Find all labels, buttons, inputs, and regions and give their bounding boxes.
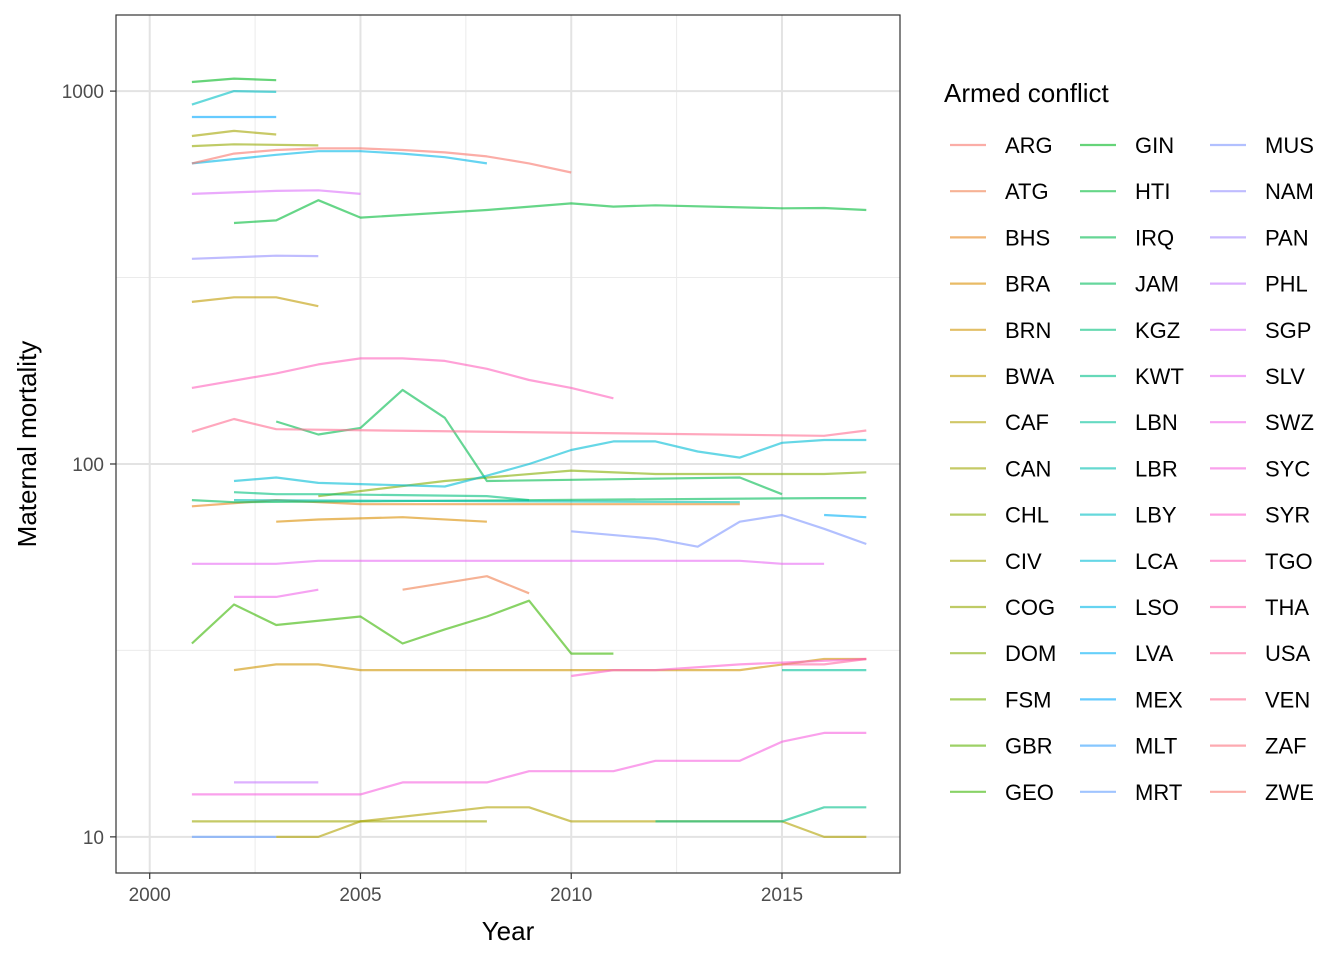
legend-label-bhs: BHS [1005, 225, 1050, 250]
y-tick-label: 1000 [62, 82, 104, 103]
legend-label-gin: GIN [1135, 133, 1174, 158]
series-line-lso [191, 150, 488, 165]
legend-label-atg: ATG [1005, 179, 1049, 204]
legend-label-can: CAN [1005, 456, 1051, 481]
legend-label-zaf: ZAF [1265, 734, 1307, 759]
legend-label-brn: BRN [1005, 318, 1051, 343]
series-line-hti [233, 199, 867, 225]
series-line-usa [782, 657, 867, 666]
legend-label-ven: VEN [1265, 687, 1310, 712]
legend-label-syc: SYC [1265, 456, 1310, 481]
legend-label-arg: ARG [1005, 133, 1053, 158]
legend-label-lso: LSO [1135, 595, 1179, 620]
y-axis: 10 100 1000 [62, 82, 116, 849]
series-line-syr [571, 657, 867, 678]
series-line-syc [191, 731, 867, 796]
y-tick-label: 10 [83, 828, 104, 849]
series-line-caf [276, 806, 867, 839]
legend-label-mus: MUS [1265, 133, 1314, 158]
series-line-mus [571, 513, 867, 548]
y-axis-title: Maternal mortality [12, 341, 42, 548]
legend-title: Armed conflict [944, 78, 1109, 108]
x-tick-label: 2010 [550, 885, 592, 906]
x-tick-label: 2005 [339, 885, 381, 906]
legend-label-bra: BRA [1005, 272, 1051, 297]
series-line-civ [191, 129, 277, 138]
legend-label-swz: SWZ [1265, 410, 1314, 435]
legend-label-chl: CHL [1005, 503, 1049, 528]
legend-label-sgp: SGP [1265, 318, 1311, 343]
legend-label-tha: THA [1265, 595, 1309, 620]
series-line-zwe [191, 147, 572, 174]
legend-label-syr: SYR [1265, 503, 1310, 528]
legend: Armed conflict ARG ATG BHS BRA BRN BWA CAF CAN C… [944, 78, 1314, 805]
series-line-kwt [655, 806, 867, 823]
legend-label-lva: LVA [1135, 641, 1174, 666]
series-line-lby [191, 89, 277, 106]
y-tick-label: 100 [72, 455, 104, 476]
legend-label-caf: CAF [1005, 410, 1049, 435]
series-line-irq [275, 388, 783, 496]
series-line-kgz [233, 491, 530, 502]
series-line-swz [234, 588, 319, 599]
legend-label-nam: NAM [1265, 179, 1314, 204]
legend-label-mlt: MLT [1135, 734, 1177, 759]
legend-label-gbr: GBR [1005, 734, 1053, 759]
legend-label-lbr: LBR [1135, 456, 1178, 481]
legend-label-dom: DOM [1005, 641, 1056, 666]
series-line-slv [191, 559, 825, 565]
x-axis-title: Year [482, 916, 535, 946]
legend-label-phl: PHL [1265, 272, 1308, 297]
legend-label-lby: LBY [1135, 503, 1177, 528]
legend-label-bwa: BWA [1005, 364, 1055, 389]
legend-label-cog: COG [1005, 595, 1055, 620]
legend-label-kgz: KGZ [1135, 318, 1180, 343]
series-line-lca [233, 438, 867, 488]
series-lines [191, 77, 867, 839]
legend-label-geo: GEO [1005, 780, 1054, 805]
series-line-bwa [191, 296, 319, 308]
legend-label-mex: MEX [1135, 687, 1183, 712]
series-line-gin [191, 77, 277, 84]
series-line-dom [318, 469, 867, 498]
series-line-atg [402, 575, 530, 595]
legend-label-usa: USA [1265, 641, 1311, 666]
plot-border [115, 14, 901, 874]
legend-label-kwt: KWT [1135, 364, 1184, 389]
legend-label-zwe: ZWE [1265, 780, 1314, 805]
series-line-ven [191, 417, 867, 437]
legend-label-pan: PAN [1265, 225, 1309, 250]
series-line-bra [276, 516, 487, 523]
legend-label-fsm: FSM [1005, 687, 1051, 712]
series-line-lbr [233, 499, 740, 504]
grid-major [116, 15, 900, 873]
legend-label-lbn: LBN [1135, 410, 1178, 435]
legend-label-mrt: MRT [1135, 780, 1182, 805]
legend-label-hti: HTI [1135, 179, 1170, 204]
series-line-nam [191, 254, 319, 260]
series-line-lva [824, 513, 867, 519]
x-tick-label: 2000 [129, 885, 171, 906]
x-tick-label: 2015 [761, 885, 803, 906]
series-line-cog [191, 143, 319, 148]
series-line-sgp [191, 189, 361, 195]
series-line-geo [191, 599, 614, 655]
legend-label-irq: IRQ [1135, 225, 1174, 250]
x-axis: 2000 2005 2010 2015 [129, 873, 803, 906]
legend-label-lca: LCA [1135, 549, 1178, 574]
legend-label-slv: SLV [1265, 364, 1305, 389]
legend-label-jam: JAM [1135, 272, 1179, 297]
legend-label-civ: CIV [1005, 549, 1042, 574]
legend-label-tgo: TGO [1265, 549, 1313, 574]
series-line-tgo [191, 357, 614, 400]
